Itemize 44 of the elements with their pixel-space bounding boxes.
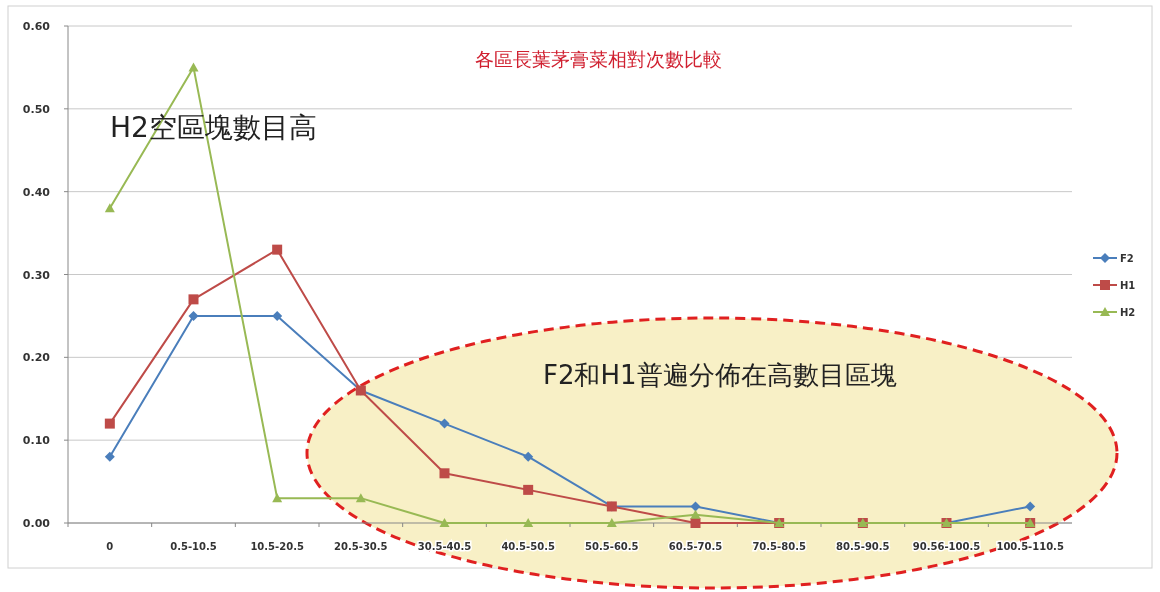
point <box>690 501 701 512</box>
annotation: F2和H1普遍分佈在高數目區塊 <box>543 360 897 390</box>
point <box>439 468 450 479</box>
point <box>188 294 199 305</box>
x-tick-label: 50.5-60.5 <box>585 541 639 552</box>
x-tick-label: 60.5-70.5 <box>668 541 723 552</box>
x-tick-label: 10.5-20.5 <box>250 541 304 552</box>
y-tick-label: 0.30 <box>22 268 51 282</box>
point <box>188 310 199 321</box>
point <box>104 418 115 429</box>
y-tick-label: 0.50 <box>22 102 51 116</box>
point <box>606 518 617 527</box>
x-tick-label: 70.5-80.5 <box>752 541 806 552</box>
point <box>523 451 534 462</box>
point <box>272 310 283 321</box>
point <box>104 451 115 462</box>
y-tick-label: 0.40 <box>22 185 51 199</box>
y-tick-label: 0.20 <box>22 351 51 365</box>
legend-label: H1 <box>1120 280 1136 291</box>
x-tick-label: 90.56-100.5 <box>912 541 981 552</box>
point <box>272 244 283 255</box>
point <box>355 493 366 503</box>
point <box>104 203 115 213</box>
point <box>272 493 283 503</box>
y-tick-label: 0.60 <box>22 20 51 33</box>
x-tick-label: 20.5-30.5 <box>334 541 388 552</box>
point <box>439 418 450 429</box>
x-tick-label: 30.5-40.5 <box>417 541 472 552</box>
x-tick-label: 40.5-50.5 <box>501 541 555 552</box>
point <box>523 518 534 527</box>
x-tick-label: 80.5-90.5 <box>836 541 890 552</box>
point <box>1025 501 1036 512</box>
x-tick-label: 0 <box>106 541 114 552</box>
legend-label: F2 <box>1120 253 1134 264</box>
y-tick-label: 0.00 <box>22 517 51 530</box>
point <box>523 484 534 495</box>
point <box>690 509 701 519</box>
point <box>439 518 450 527</box>
y-tick-label: 0.10 <box>22 434 51 448</box>
point <box>188 62 199 72</box>
text: 各區長葉茅膏菜相對次數比較 <box>474 48 722 70</box>
point <box>690 518 701 528</box>
x-tick-label: 0.5-10.5 <box>170 541 217 552</box>
legend-label: H2 <box>1120 307 1136 318</box>
